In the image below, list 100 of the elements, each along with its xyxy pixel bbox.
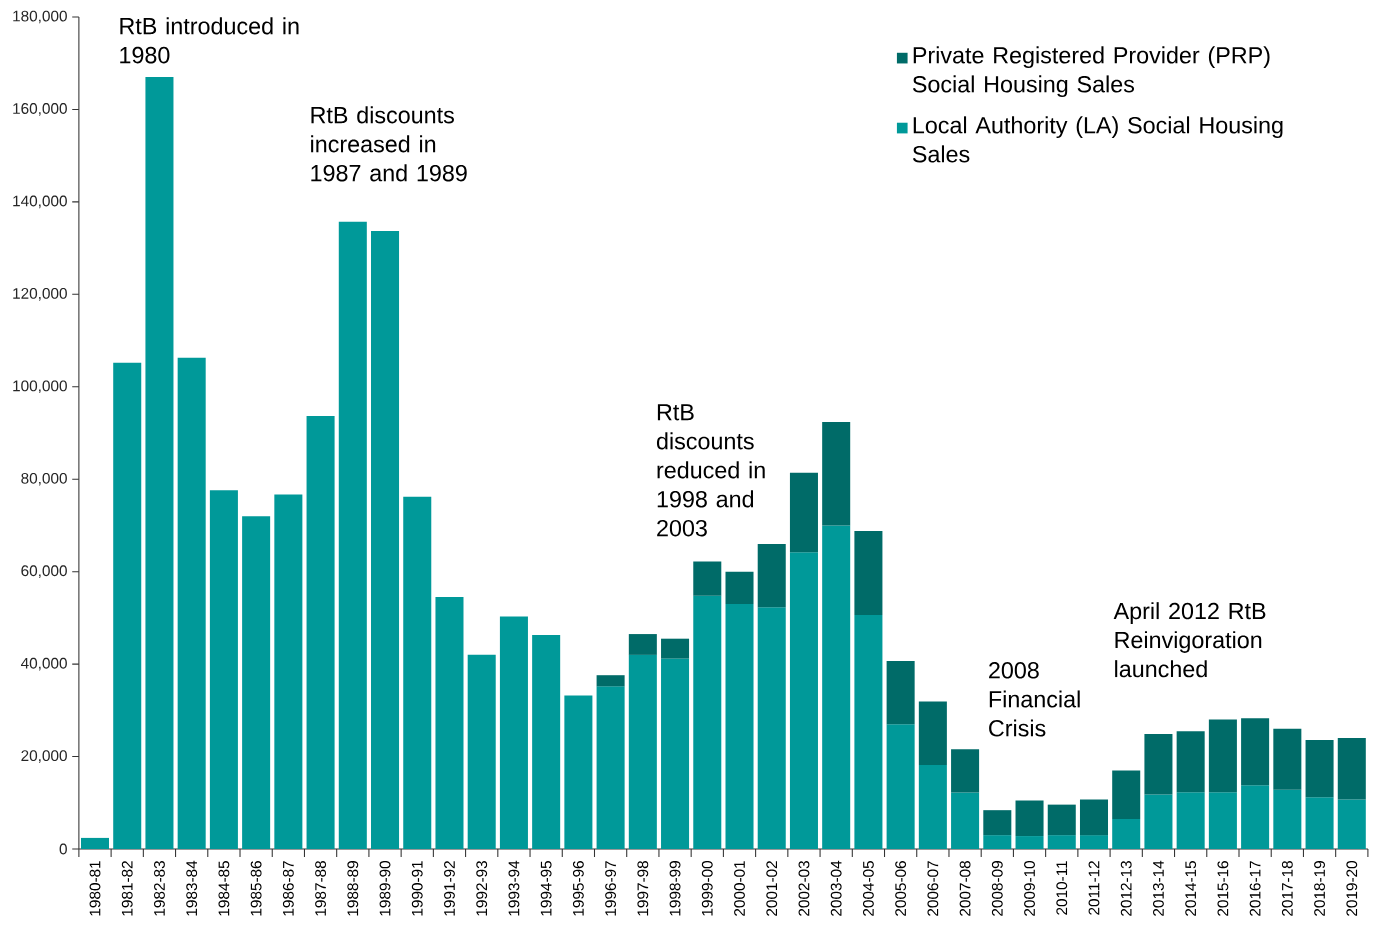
y-tick-label: 60,000 [21,565,67,578]
bar [209,490,238,849]
x-tick-label: 2018-19 [1314,861,1325,916]
bar [693,595,722,849]
y-tick-label: 40,000 [20,657,67,671]
bar [886,724,915,849]
x-tick-label: 2019-20 [1346,860,1358,916]
bar [371,231,400,849]
bar [1144,794,1173,849]
bar [983,835,1012,849]
y-tick-label: 140,000 [13,195,67,209]
bar [757,607,786,849]
x-tick-label: 2014-15 [1185,861,1197,916]
x-tick-label: 2006-07 [927,861,939,916]
bar [918,764,947,849]
x-tick-label: 2015-16 [1217,861,1229,916]
bar [1337,738,1366,800]
bar [435,597,464,849]
bar [1241,785,1270,849]
x-tick-label: 2013-14 [1153,860,1164,916]
bar [725,571,754,605]
x-tick-label: 1984-85 [218,861,230,916]
x-tick-label: 1991-92 [444,861,455,916]
x-tick-label: 1994-95 [540,861,552,916]
x-tick-label: 2010-11 [1056,861,1068,915]
bar [1176,792,1205,849]
bar [1079,835,1109,849]
bar [1015,836,1044,849]
x-tick-label: 1981-82 [121,861,133,916]
bar [403,496,432,849]
x-tick-label: 2016-17 [1249,861,1261,916]
bar [1241,718,1270,786]
bar [789,472,818,553]
bar [951,792,980,849]
x-tick-label: 1993-94 [508,860,520,916]
x-tick-label: 2004-05 [862,861,874,916]
x-tick-label: 1990-91 [411,861,423,916]
bar [596,675,625,687]
bar [274,494,303,849]
x-tick-label: 2012-13 [1120,861,1132,916]
x-tick-label: 1988-89 [347,861,359,916]
bar [725,604,754,849]
x-tick-label: 2000-01 [734,861,745,916]
bar [1015,800,1044,837]
bar [628,654,657,849]
bar [1305,797,1334,849]
y-tick-label: 160,000 [13,103,67,116]
bar [1337,799,1366,849]
bar [1144,733,1173,795]
bar [983,810,1012,836]
y-tick-label: 20,000 [21,750,67,763]
annotation: RtB introduced in 1980 [120,17,299,64]
annotation: RtB discounts increased in 1987 and 1989 [311,106,467,182]
annotation: RtB discounts reduced in 1998 and 2003 [656,404,765,537]
x-tick-label: 2009-10 [1024,860,1035,916]
x-tick-label: 1995-96 [572,861,584,916]
legend-label: Private Registered Provider (PRP) Social Housing Sales [912,46,1270,98]
x-tick-label: 1985-86 [250,861,262,916]
bar [918,701,947,765]
bar [822,525,851,849]
bar [1305,739,1334,798]
bar [661,658,690,849]
bar [1047,804,1076,836]
bar [113,362,142,849]
bar [1273,789,1302,849]
y-tick-label: 180,000 [13,10,67,24]
bar [1112,770,1141,819]
x-tick-label: 2011-12 [1088,861,1100,915]
bar [564,695,593,849]
bar [854,615,883,849]
annotation: 2008 Financial Crisis [989,662,1080,737]
x-tick-label: 1987-88 [315,861,326,916]
bar [242,516,271,849]
bar [1112,818,1141,849]
bar [886,660,915,725]
legend-label: Local Authority (LA) Social Housing Sales [912,116,1283,163]
x-tick-label: 1999-00 [701,860,713,916]
bar [951,749,980,793]
bar [628,634,657,655]
bar [757,543,786,608]
bar [1176,731,1205,793]
bar [532,634,561,849]
x-tick-label: 2001-02 [766,861,778,916]
x-tick-label: 2005-06 [895,861,907,916]
x-tick-label: 1992-93 [476,861,488,916]
bar [789,552,818,849]
bar [596,686,625,849]
x-tick-label: 1996-97 [605,861,617,916]
bar [145,77,174,849]
bar [854,530,883,616]
bar [499,616,528,849]
bar [1208,719,1237,793]
x-tick-label: 1980-81 [89,861,101,916]
bar [177,357,206,849]
x-tick-label: 1982-83 [154,861,165,916]
x-tick-label: 2017-18 [1281,861,1293,916]
x-tick-label: 1998-99 [669,861,681,916]
bar [1079,799,1109,836]
x-tick-label: 1986-87 [282,861,294,916]
y-tick-label: 80,000 [21,472,67,486]
